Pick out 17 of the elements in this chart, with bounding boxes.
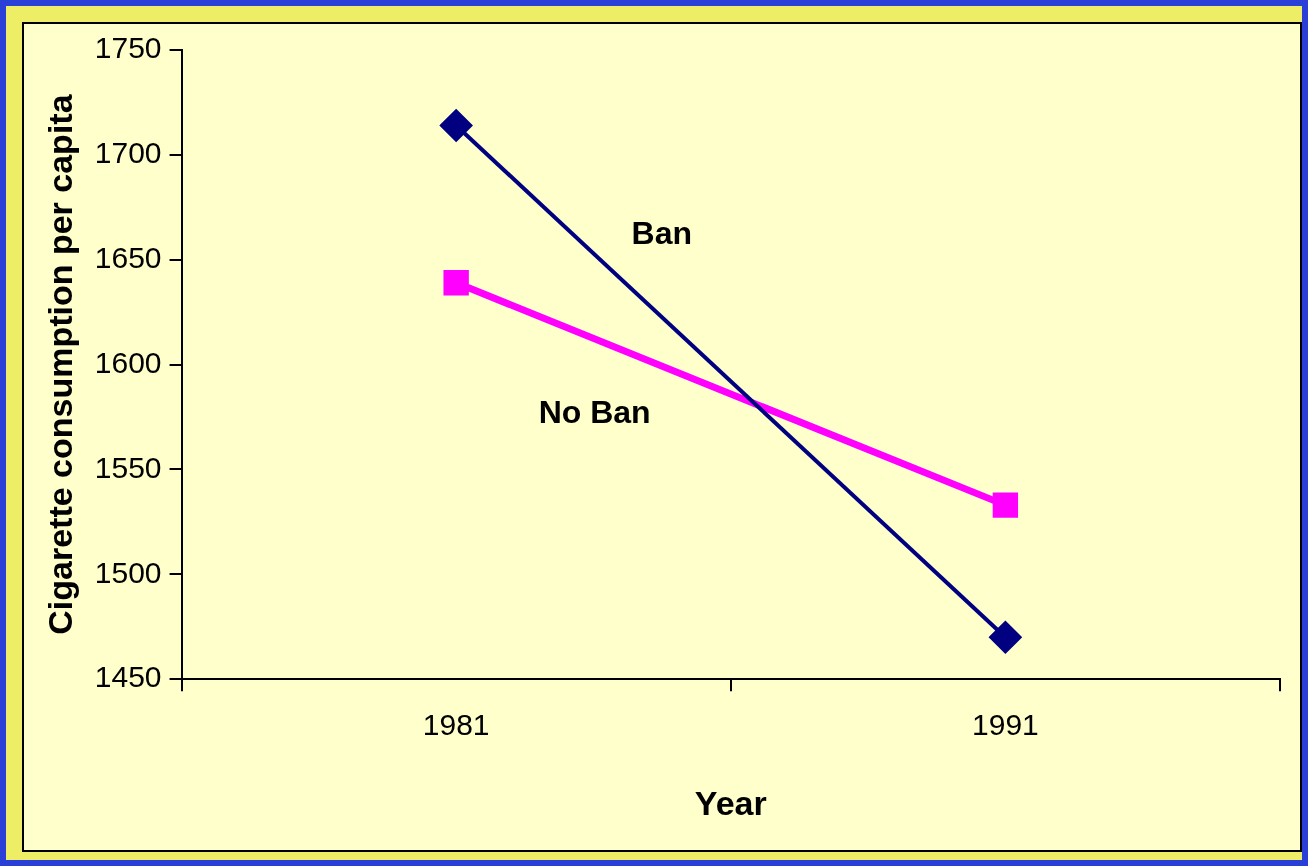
point (992, 492, 1019, 518)
x-axis-title: Year (694, 783, 767, 822)
x-tick-label: 1991 (972, 708, 1039, 742)
y-tick-label: 1550 (94, 450, 162, 484)
x-tick-label: 1981 (422, 708, 490, 742)
point (989, 621, 1022, 654)
y-tick-label: 1500 (94, 555, 162, 589)
y-tick-label: 1650 (94, 241, 162, 274)
series-label: No Ban (538, 394, 651, 431)
point (440, 109, 473, 142)
y-tick-label: 1600 (94, 345, 162, 379)
y-tick-label: 1700 (94, 136, 162, 170)
y-axis-title: Cigarette consumption per capita (40, 93, 79, 635)
series-label: Ban (631, 214, 693, 251)
point (443, 270, 469, 296)
y-tick-label: 1450 (94, 660, 162, 694)
y-tick-label: 1750 (94, 31, 162, 65)
